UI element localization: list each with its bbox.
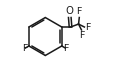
Text: F: F bbox=[78, 31, 83, 40]
Text: F: F bbox=[63, 44, 68, 53]
Text: F: F bbox=[85, 22, 90, 32]
Text: O: O bbox=[65, 6, 73, 16]
Text: F: F bbox=[22, 44, 27, 53]
Text: F: F bbox=[76, 7, 81, 16]
